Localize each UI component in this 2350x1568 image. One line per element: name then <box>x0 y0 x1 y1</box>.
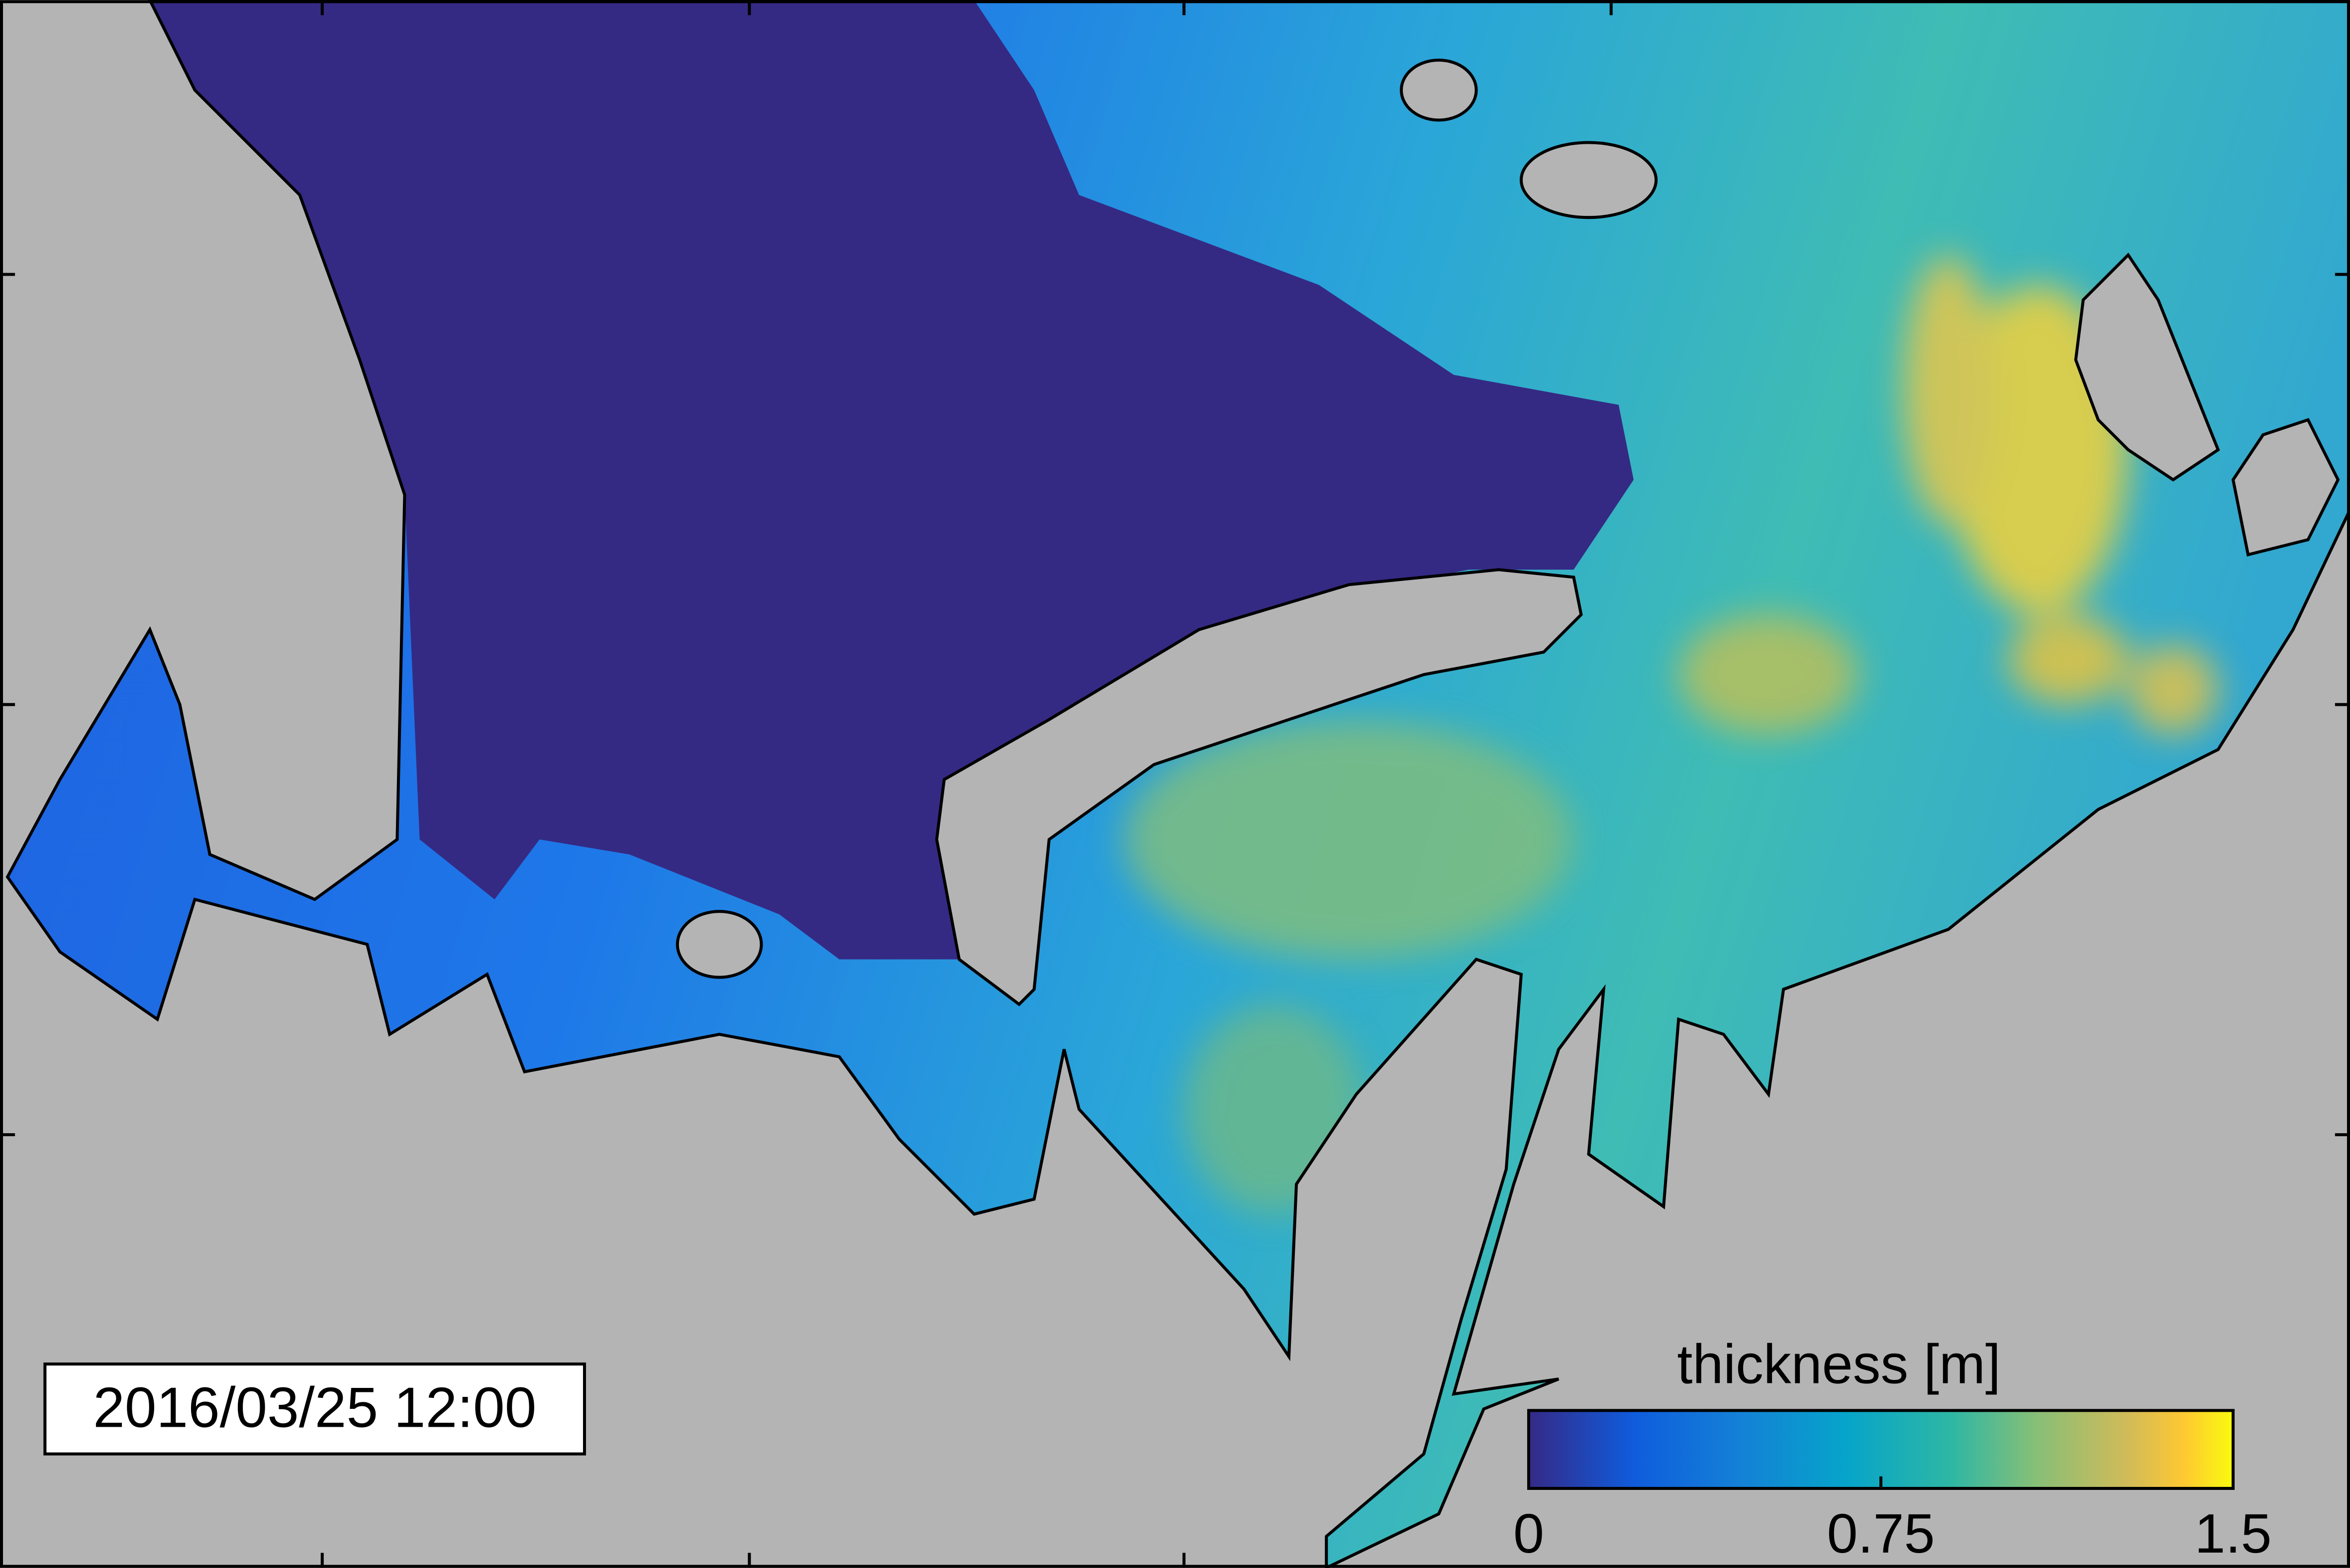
ice-patch <box>1903 255 1993 525</box>
colorbar-tick-label: 0 <box>1513 1502 1544 1565</box>
thick-ice-patches <box>1124 255 2218 1214</box>
island <box>2231 418 2340 557</box>
ice-patch <box>2008 614 2129 705</box>
colorbar <box>1527 1409 2235 1490</box>
timestamp-box <box>43 1362 586 1456</box>
timestamp: 2016/03/25 12:00 <box>93 1376 536 1440</box>
colorbar-tick-label: 1.5 <box>2195 1502 2272 1565</box>
colorbar-tick-label: 0.75 <box>1827 1502 1935 1565</box>
ice-patch <box>1124 719 1574 960</box>
open-water-no-ice <box>150 0 1634 960</box>
island <box>676 910 763 979</box>
peninsula <box>935 568 1583 1006</box>
colorbar-label: thickness [m] <box>1677 1333 2000 1395</box>
island <box>1399 58 1478 122</box>
island <box>1519 141 1658 219</box>
ice-patch <box>2128 644 2218 735</box>
ice-patch <box>1678 614 1859 735</box>
island <box>2074 252 2220 482</box>
colorbar-ticks: 0 0.75 1.5 <box>1513 1476 2271 1565</box>
